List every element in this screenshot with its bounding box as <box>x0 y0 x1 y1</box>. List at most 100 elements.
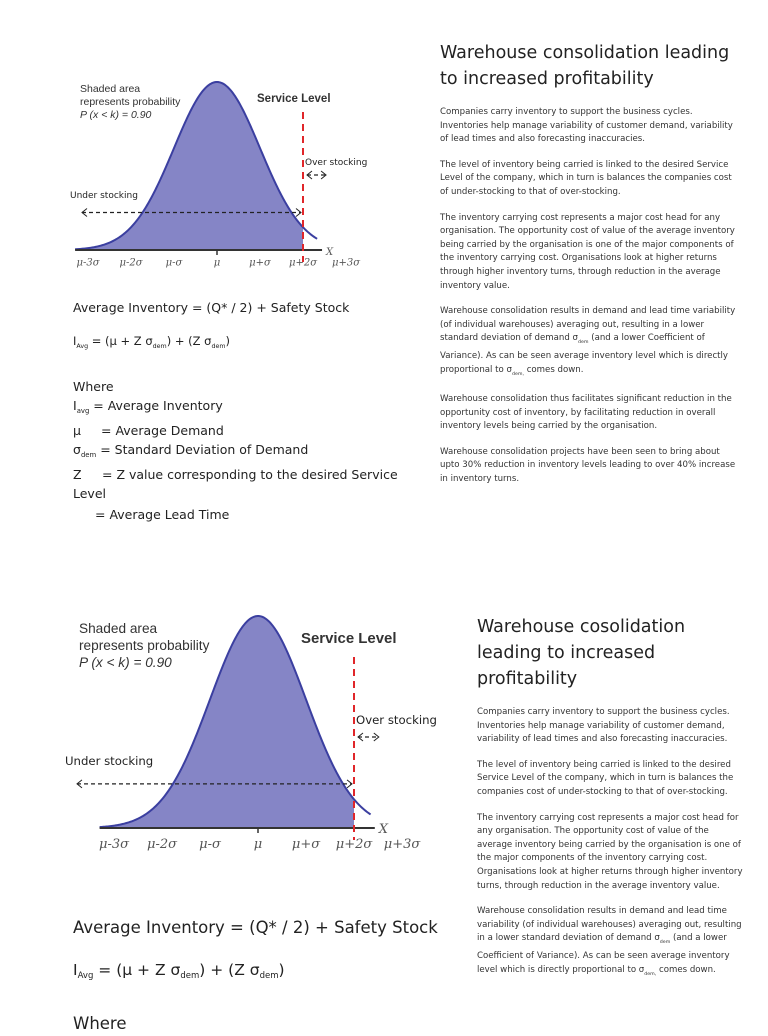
text: = Average Demand <box>101 423 224 438</box>
sub: dem <box>259 971 279 981</box>
normal-distribution-graph: Xμ-3σ μ-2σ μ-σ μ μ+σ μ+2σ μ+3σ Shaded arearepre… <box>70 80 367 269</box>
iavg-formula: IAvg = (μ + Z σdem) + (Z σdem) <box>73 332 433 356</box>
sub: Avg <box>77 971 94 981</box>
under-stocking-label: Under stocking <box>65 754 153 768</box>
sub: dem <box>180 971 200 981</box>
sub: dem <box>80 451 97 459</box>
text: ) <box>225 334 230 348</box>
sub: dem <box>211 343 226 350</box>
arrowheads <box>357 732 380 742</box>
distribution-curve <box>99 615 372 829</box>
sub: dem, <box>644 971 657 977</box>
symbol: μ <box>73 423 81 438</box>
symbol: I <box>73 398 77 413</box>
avg-inventory-formula: Average Inventory = (Q* / 2) + Safety St… <box>73 300 350 315</box>
def-lead-time: = Average Lead Time <box>73 505 433 524</box>
def-mu: μ = Average Demand <box>73 421 433 440</box>
over-stocking-label: Over stocking <box>356 713 437 727</box>
tick-label: μ-σ <box>166 258 184 269</box>
shaded-area-note: Shaded area <box>80 83 140 95</box>
sub: Avg <box>76 343 89 350</box>
paragraph: The level of inventory being carried is … <box>440 159 732 197</box>
iavg-formula: IAvg = (μ + Z σdem) + (Z σdem) <box>73 958 453 988</box>
def-iavg: Iavg = Average Inventory <box>73 396 433 421</box>
tick-label: μ <box>214 258 221 269</box>
sub: dem <box>578 340 589 346</box>
paragraph: The inventory carrying cost represents a… <box>440 212 735 291</box>
slide1-title: Warehouse consolidation leading to incre… <box>440 43 730 89</box>
text: = Average Lead Time <box>95 507 230 522</box>
text: ) + (Z σ <box>166 334 212 348</box>
def-sigma: σdem = Standard Deviation of Demand <box>73 440 433 465</box>
text: = (μ + Z σ <box>88 334 153 348</box>
text: = Average Inventory <box>89 398 223 413</box>
slide2-text-column: Warehouse cosolidation leading to increa… <box>477 614 745 993</box>
paragraph: Companies carry inventory to support the… <box>440 107 733 145</box>
tick-label: μ-σ <box>199 837 222 852</box>
where-label: Where <box>73 379 114 394</box>
paragraph: Companies carry inventory to support the… <box>477 707 730 745</box>
tick-label: μ-2σ <box>147 837 178 852</box>
under-stocking-label: Under stocking <box>70 191 138 201</box>
shaded-area-note: represents probability <box>79 638 210 653</box>
tick-label: μ+2σ <box>336 837 374 852</box>
shaded-area-note: P (x < k) = 0.90 <box>79 655 172 670</box>
slide2-title: Warehouse cosolidation leading to increa… <box>477 617 686 689</box>
text: (and a lower Coefficient of Variance). A… <box>477 933 730 975</box>
x-axis-label: X <box>325 247 334 258</box>
sub: avg <box>76 407 90 415</box>
over-stocking-label: Over stocking <box>305 158 367 168</box>
tick-label: μ+3σ <box>384 837 422 852</box>
shaded-probability-area <box>99 616 354 828</box>
tick-label: μ+3σ <box>332 258 361 269</box>
shaded-area-note: Shaded area <box>79 621 158 636</box>
symbol: σ <box>73 442 81 457</box>
arrowheads <box>81 208 302 217</box>
symbol: Z <box>73 467 82 482</box>
text: comes down. <box>523 364 584 375</box>
text: (and a lower Coefficient of Variance). A… <box>440 333 729 375</box>
formula-block: Average Inventory = (Q* / 2) + Safety St… <box>73 916 453 1036</box>
text: = Standard Deviation of Demand <box>100 442 309 457</box>
shaded-area-note: P (x < k) = 0.90 <box>80 109 152 121</box>
normal-distribution-graph: Xμ-3σ μ-2σ μ-σ μ μ+σ μ+2σ μ+3σ Shaded area repre… <box>65 615 437 852</box>
def-z: Z = Z value corresponding to the desired … <box>73 465 433 503</box>
distribution-curve <box>75 80 318 251</box>
x-axis-label: X <box>378 822 389 837</box>
sub: dem <box>659 940 671 946</box>
shaded-area-note: represents probability <box>80 96 181 108</box>
paragraph: Warehouse consolidation projects have be… <box>440 446 736 485</box>
text: = Z value corresponding to the desired S… <box>73 467 398 501</box>
paragraph: The level of inventory being carried is … <box>477 759 734 797</box>
symbol: I <box>73 961 78 979</box>
text: Warehouse consolidation results in deman… <box>477 906 742 944</box>
tick-label: μ-3σ <box>99 837 130 852</box>
paragraph: Warehouse consolidation results in deman… <box>440 305 740 381</box>
tick-label: μ-2σ <box>119 258 143 269</box>
sub: dem <box>152 343 167 350</box>
tick-label: μ-3σ <box>76 258 100 269</box>
text: ) <box>278 961 285 979</box>
text: comes down. <box>656 964 716 975</box>
tick-label: μ+σ <box>292 837 321 852</box>
arrowheads <box>76 779 353 789</box>
avg-inventory-formula: Average Inventory = (Q* / 2) + Safety St… <box>73 918 438 937</box>
tick-label: μ <box>254 837 262 852</box>
paragraph: Warehouse consolidation results in deman… <box>477 905 745 981</box>
paragraph: Warehouse consolidation thus facilitates… <box>440 394 732 432</box>
where-label: Where <box>73 1014 127 1033</box>
slide1-text-column: Warehouse consolidation leading to incre… <box>440 40 740 499</box>
text: ) + (Z σ <box>199 961 260 979</box>
service-level-label: Service Level <box>257 93 331 105</box>
service-level-label: Service Level <box>301 630 397 647</box>
text: Warehouse consolidation results in deman… <box>440 306 736 344</box>
tick-label: μ+2σ <box>289 258 318 269</box>
formula-block: Average Inventory = (Q* / 2) + Safety St… <box>73 298 433 524</box>
shaded-probability-area <box>75 82 303 250</box>
text: = (μ + Z σ <box>93 961 181 979</box>
sub: dem, <box>511 371 524 377</box>
symbol: I <box>73 334 77 348</box>
tick-label: μ+σ <box>249 258 272 269</box>
arrowheads <box>306 170 327 180</box>
paragraph: The inventory carrying cost represents a… <box>477 812 743 891</box>
